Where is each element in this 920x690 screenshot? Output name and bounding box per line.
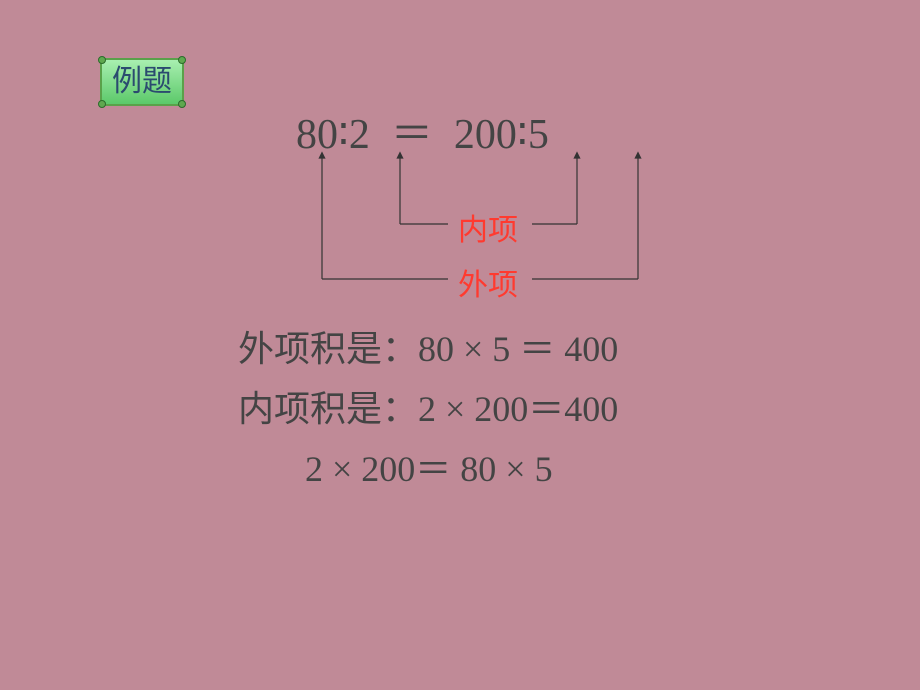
outer-term-label: 外项 [458, 260, 518, 304]
badge-corner [98, 56, 106, 64]
outer-product-line: 外项积是：80 × 5 ＝ 400 [238, 320, 618, 372]
slide: 例题 80∶2 ＝ 200∶5 内项 外项 外项积是：80 × 5 ＝ 400 … [0, 0, 920, 690]
badge-corner [178, 100, 186, 108]
badge-text: 例题 [112, 65, 172, 98]
inner-term-label: 内项 [458, 205, 518, 249]
equality-line: 2 × 200＝ 80 × 5 [305, 440, 553, 492]
example-badge: 例题 [100, 58, 184, 106]
badge-corner [98, 100, 106, 108]
inner-product-line: 内项积是：2 × 200＝400 [238, 380, 618, 432]
proportion-equation: 80∶2 ＝ 200∶5 [296, 100, 549, 161]
badge-corner [178, 56, 186, 64]
